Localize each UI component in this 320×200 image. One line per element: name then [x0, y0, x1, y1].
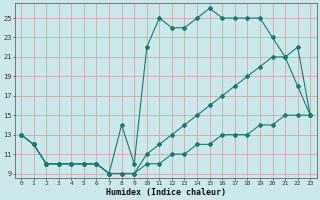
X-axis label: Humidex (Indice chaleur): Humidex (Indice chaleur) [106, 188, 226, 197]
